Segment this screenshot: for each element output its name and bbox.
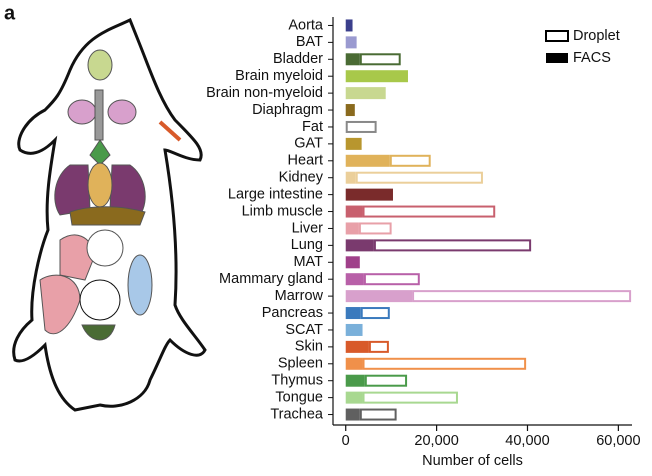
bar-outline xyxy=(362,391,458,404)
bar-solid xyxy=(345,273,364,286)
legend-label: Droplet xyxy=(573,28,620,44)
bar-solid xyxy=(345,36,357,49)
bar-outline xyxy=(389,154,431,167)
panel-label: a xyxy=(4,2,16,24)
bar-solid xyxy=(345,239,374,252)
bar-outline xyxy=(358,222,392,235)
bar-solid xyxy=(345,188,393,201)
bar-solid xyxy=(345,171,356,184)
y-tick-label: Lung xyxy=(291,237,323,253)
x-tick-label: 20,000 xyxy=(414,433,458,449)
y-tick-label: Mammary gland xyxy=(219,271,323,287)
bar-solid xyxy=(345,374,365,387)
bar-solid xyxy=(345,391,363,404)
bar-outline xyxy=(373,239,532,252)
y-tick-label: Pancreas xyxy=(262,305,323,321)
y-tick-label: Limb muscle xyxy=(242,203,323,219)
bar-outline xyxy=(368,340,389,353)
y-tick-label: Thymus xyxy=(271,373,323,389)
bar-solid xyxy=(345,70,408,83)
bar-solid xyxy=(345,408,360,421)
x-tick-label: 0 xyxy=(342,433,350,449)
y-tick-label: Large intestine xyxy=(228,186,323,202)
bar-solid xyxy=(345,154,390,167)
bar-solid xyxy=(345,323,363,336)
y-tick-label: Kidney xyxy=(279,170,324,186)
y-tick-label: MAT xyxy=(293,254,323,270)
bar-solid xyxy=(345,340,369,353)
mouse-illustration xyxy=(12,17,207,412)
bar-solid xyxy=(345,290,413,303)
bar-outline xyxy=(359,53,401,66)
bar-solid xyxy=(345,53,360,66)
bar-solid xyxy=(345,137,362,150)
legend-swatch xyxy=(546,53,568,63)
bar-outline xyxy=(360,307,390,320)
y-tick-label: Brain non-myeloid xyxy=(206,85,323,101)
bar-outline xyxy=(362,205,496,218)
organs xyxy=(39,49,182,341)
bar-solid xyxy=(345,87,386,100)
y-tick-label: Tongue xyxy=(275,389,323,405)
bar-solid xyxy=(345,19,353,32)
y-tick-label: Heart xyxy=(288,153,323,169)
y-tick-label: Aorta xyxy=(288,17,324,33)
y-tick-label: Skin xyxy=(295,339,323,355)
bar-solid xyxy=(345,205,363,218)
y-tick-label: Liver xyxy=(292,220,324,236)
bar-solid xyxy=(345,222,359,235)
bar-solid xyxy=(345,357,363,370)
x-axis-label: Number of cells xyxy=(422,453,523,469)
y-tick-label: Bladder xyxy=(273,51,323,67)
y-tick-label: BAT xyxy=(296,34,323,50)
y-tick-label: Fat xyxy=(302,119,323,135)
y-tick-label: Marrow xyxy=(275,288,324,304)
bar-outline xyxy=(364,374,408,387)
bar-outline xyxy=(412,290,632,303)
bar-outline xyxy=(362,357,527,370)
y-tick-label: Brain myeloid xyxy=(235,68,323,84)
y-tick-label: GAT xyxy=(294,136,323,152)
legend-label: FACS xyxy=(573,50,611,66)
y-tick-label: Spleen xyxy=(278,356,323,372)
y-tick-label: SCAT xyxy=(285,322,323,338)
x-tick-label: 60,000 xyxy=(596,433,640,449)
x-tick-label: 40,000 xyxy=(505,433,549,449)
y-tick-label: Trachea xyxy=(270,406,324,422)
y-tick-label: Diaphragm xyxy=(252,102,323,118)
legend-swatch xyxy=(545,30,569,42)
bar-outline xyxy=(363,273,420,286)
bar-outline xyxy=(359,408,397,421)
bar-solid xyxy=(345,307,361,320)
bar-solid xyxy=(345,256,360,269)
bar-outline xyxy=(345,120,377,133)
bar-solid xyxy=(345,104,355,117)
bar-outline xyxy=(355,171,483,184)
